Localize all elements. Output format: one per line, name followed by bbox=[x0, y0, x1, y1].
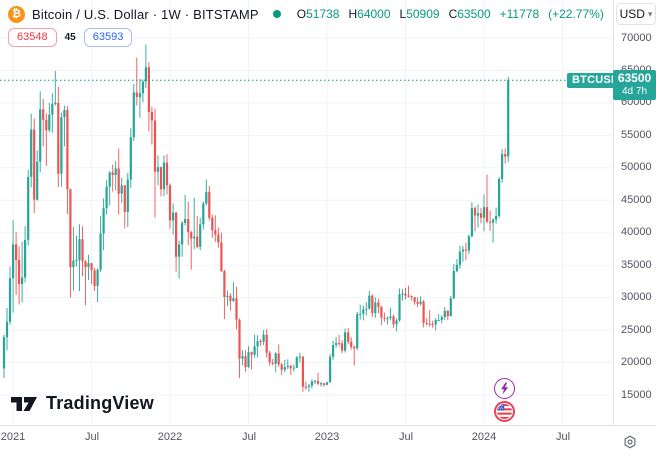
time-tick-label: 2021 bbox=[0, 431, 26, 443]
flash-event-marker[interactable] bbox=[494, 378, 515, 399]
price-axis-separator bbox=[613, 0, 614, 426]
chevron-down-icon: ▾ bbox=[647, 8, 653, 19]
close-value: 63500 bbox=[457, 7, 491, 21]
price-tick-label: 35000 bbox=[621, 258, 652, 271]
open-value: 51738 bbox=[306, 7, 340, 21]
chart-settings-button[interactable] bbox=[620, 432, 640, 452]
time-axis-separator bbox=[0, 425, 656, 426]
bitcoin-icon: ₿ bbox=[8, 5, 25, 23]
price-tick-label: 50000 bbox=[621, 161, 652, 174]
price-tick-label: 40000 bbox=[621, 226, 652, 239]
time-tick-label: Jul bbox=[84, 431, 100, 443]
ohlc-values: O51738 H64000 L50909 C63500 +11778 (+22.… bbox=[297, 7, 604, 21]
us-flag-icon bbox=[497, 404, 512, 419]
time-tick-label: 2024 bbox=[471, 431, 497, 443]
settings-gear-icon bbox=[624, 435, 636, 449]
time-tick-label: Jul bbox=[398, 431, 414, 443]
buy-button[interactable]: 63593 bbox=[83, 28, 133, 47]
price-tick-label: 15000 bbox=[621, 388, 652, 401]
time-tick-label: Jul bbox=[241, 431, 257, 443]
high-label: H bbox=[348, 7, 358, 21]
low-value: 50909 bbox=[406, 7, 440, 21]
last-price-value: 63500 bbox=[617, 71, 652, 86]
trade-panel: 63548 45 63593 bbox=[8, 28, 133, 47]
price-tick-label: 55000 bbox=[621, 128, 652, 141]
high-value: 64000 bbox=[357, 7, 391, 21]
close-label: C bbox=[448, 7, 458, 21]
sell-button[interactable]: 63548 bbox=[8, 28, 57, 47]
tradingview-logo[interactable]: TradingView bbox=[10, 393, 154, 414]
change-value: +11778 bbox=[499, 7, 540, 21]
market-status-dot-icon bbox=[272, 10, 281, 18]
last-price-badge: 63500 4d 7h bbox=[613, 70, 656, 101]
time-tick-label: 2022 bbox=[157, 431, 183, 443]
price-tick-label: 20000 bbox=[621, 356, 652, 369]
symbol-legend: ₿ Bitcoin / U.S. Dollar · 1W · BITSTAMP … bbox=[8, 4, 604, 24]
currency-dropdown[interactable]: USD ▾ bbox=[616, 3, 656, 25]
bar-countdown: 4d 7h bbox=[621, 86, 648, 98]
spread-value: 45 bbox=[64, 32, 76, 43]
symbol-price-label: BTCUSD bbox=[567, 72, 625, 88]
brand-name: TradingView bbox=[46, 393, 154, 413]
price-tick-label: 25000 bbox=[621, 323, 652, 336]
us-economic-event-marker[interactable] bbox=[494, 401, 515, 422]
price-tick-label: 30000 bbox=[621, 291, 652, 304]
time-tick-label: Jul bbox=[555, 431, 571, 443]
price-tick-label: 45000 bbox=[621, 193, 652, 206]
change-percent: (+22.77%) bbox=[548, 7, 604, 21]
open-label: O bbox=[296, 7, 307, 21]
low-label: L bbox=[399, 7, 407, 21]
currency-label: USD bbox=[619, 7, 645, 21]
price-tick-label: 70000 bbox=[621, 31, 652, 44]
symbol-title[interactable]: Bitcoin / U.S. Dollar · 1W · BITSTAMP bbox=[32, 6, 259, 22]
lightning-icon bbox=[501, 382, 509, 395]
time-tick-label: 2023 bbox=[314, 431, 340, 443]
tradingview-logo-icon bbox=[11, 396, 37, 411]
chart-canvas[interactable] bbox=[0, 0, 613, 425]
